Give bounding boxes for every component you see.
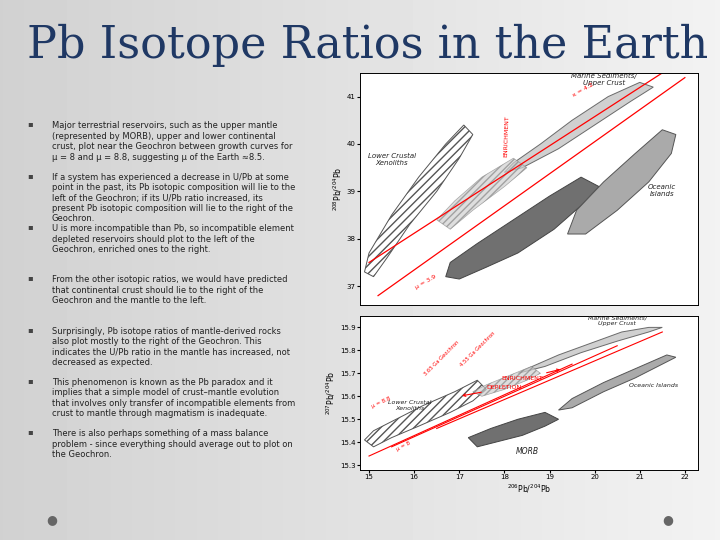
- Polygon shape: [559, 355, 676, 410]
- Text: ▪: ▪: [27, 376, 33, 385]
- Text: κ = 4.2: κ = 4.2: [572, 82, 595, 98]
- Text: ●: ●: [662, 513, 674, 526]
- Text: ENRICHMENT: ENRICHMENT: [503, 116, 510, 158]
- Text: 3.65 Ga Geochron: 3.65 Ga Geochron: [423, 340, 460, 376]
- Text: There is also perhaps something of a mass balance
problem - since everything sho: There is also perhaps something of a mas…: [52, 429, 292, 459]
- Text: MORB: MORB: [516, 447, 539, 456]
- Text: 4.55 Ga Geochron: 4.55 Ga Geochron: [459, 330, 496, 367]
- Polygon shape: [468, 413, 559, 447]
- Text: Surprisingly, Pb isotope ratios of mantle-derived rocks
also plot mostly to the : Surprisingly, Pb isotope ratios of mantl…: [52, 327, 290, 367]
- Text: Oceanic
Islands: Oceanic Islands: [648, 184, 676, 197]
- Polygon shape: [364, 125, 473, 276]
- Text: Lower Crustal
Xenoliths: Lower Crustal Xenoliths: [388, 400, 431, 411]
- Text: μ = 8: μ = 8: [396, 441, 412, 453]
- Text: U is more incompatible than Pb, so incompatible element
depleted reservoirs shou: U is more incompatible than Pb, so incom…: [52, 224, 294, 254]
- Y-axis label: $^{207}$Pb/$^{204}$Pb: $^{207}$Pb/$^{204}$Pb: [325, 371, 338, 415]
- Text: Oceanic Islands: Oceanic Islands: [629, 383, 678, 388]
- X-axis label: $^{206}$Pb/$^{204}$Pb: $^{206}$Pb/$^{204}$Pb: [507, 483, 552, 495]
- Text: This phenomenon is known as the Pb paradox and it
implies that a simple model of: This phenomenon is known as the Pb parad…: [52, 378, 295, 418]
- Text: From the other isotopic ratios, we would have predicted
that continental crust s: From the other isotopic ratios, we would…: [52, 275, 287, 305]
- Text: ▪: ▪: [27, 119, 33, 129]
- Polygon shape: [437, 158, 527, 230]
- Text: MORB: MORB: [534, 269, 557, 279]
- Text: Marine Sediments/
Upper Crust: Marine Sediments/ Upper Crust: [588, 315, 647, 326]
- Text: ▪: ▪: [27, 427, 33, 436]
- Text: Lower Crustal
Xenoliths: Lower Crustal Xenoliths: [367, 153, 415, 166]
- Text: ▪: ▪: [27, 222, 33, 231]
- Polygon shape: [505, 83, 653, 172]
- Text: ENRICHMENT: ENRICHMENT: [502, 369, 559, 381]
- Text: ▪: ▪: [27, 171, 33, 180]
- Polygon shape: [446, 177, 599, 279]
- Text: If a system has experienced a decrease in U/Pb at some
point in the past, its Pb: If a system has experienced a decrease i…: [52, 173, 295, 224]
- Text: μ = 3.9: μ = 3.9: [414, 274, 437, 289]
- Polygon shape: [364, 380, 486, 447]
- Polygon shape: [518, 327, 662, 373]
- Text: Marine Sediments/
Upper Crust: Marine Sediments/ Upper Crust: [571, 72, 636, 86]
- Text: Major terrestrial reservoirs, such as the upper mantle
(represented by MORB), up: Major terrestrial reservoirs, such as th…: [52, 122, 292, 161]
- Text: DEPLETION: DEPLETION: [463, 386, 522, 396]
- Polygon shape: [473, 367, 541, 396]
- Text: ▪: ▪: [27, 273, 33, 282]
- Text: Pb Isotope Ratios in the Earth: Pb Isotope Ratios in the Earth: [27, 24, 708, 68]
- Text: μ = 8.8: μ = 8.8: [372, 396, 392, 409]
- Text: ▪: ▪: [27, 325, 33, 334]
- Polygon shape: [567, 130, 676, 234]
- Text: ●: ●: [46, 513, 58, 526]
- Y-axis label: $^{208}$Pb/$^{204}$Pb: $^{208}$Pb/$^{204}$Pb: [332, 167, 344, 211]
